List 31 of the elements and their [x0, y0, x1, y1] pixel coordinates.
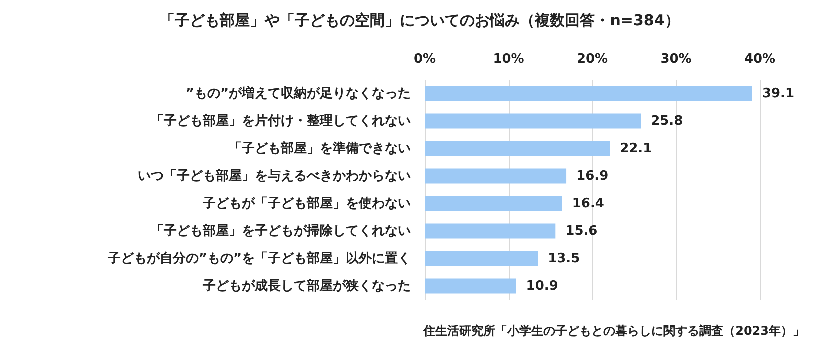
bar — [425, 251, 538, 266]
data-label: 39.1 — [762, 86, 795, 102]
y-tick-label: 子どもが成長して部屋が狭くなった — [202, 278, 411, 294]
chart-title: 「子ども部屋」や「子どもの空間」についてのお悩み（複数回答・n=384） — [160, 12, 680, 30]
y-tick-label: 子どもが「子ども部屋」を使わない — [202, 195, 411, 212]
bar — [425, 141, 610, 156]
bar — [425, 168, 567, 184]
y-tick-label: 子どもが自分の”もの”を「子ども部屋」以外に置く — [106, 250, 411, 266]
data-label: 10.9 — [526, 278, 558, 294]
y-tick-label: ”もの”が増えて収納が足りなくなった — [186, 85, 411, 102]
bar — [425, 196, 562, 212]
y-tick-label: 「子ども部屋」を片付け・整理してくれない — [151, 112, 411, 129]
data-label: 22.1 — [620, 141, 652, 156]
y-tick-label: いつ「子ども部屋」を与えるべきかわからない — [138, 168, 411, 184]
bar — [425, 114, 642, 129]
bar — [425, 86, 752, 102]
text: 住生活研究所「小学生の子どもとの暮らしに関する調査（2023年）」 — [422, 324, 806, 338]
y-tick-label: 「子ども部屋」を子どもが掃除してくれない — [151, 222, 411, 239]
data-label: 15.6 — [566, 224, 598, 239]
data-label: 25.8 — [651, 114, 684, 129]
data-label: 16.9 — [576, 168, 609, 184]
x-tick-label: 30% — [660, 52, 692, 67]
x-tick-label: 10% — [493, 52, 524, 67]
x-tick-label: 40% — [744, 52, 776, 67]
data-label: 13.5 — [548, 251, 580, 266]
y-tick-label: 「子ども部屋」を準備できない — [229, 140, 411, 156]
bar — [425, 278, 516, 294]
x-tick-label: 20% — [576, 52, 608, 67]
bar — [425, 224, 556, 239]
data-label: 16.4 — [572, 196, 604, 212]
x-tick-label: 0% — [414, 52, 436, 67]
